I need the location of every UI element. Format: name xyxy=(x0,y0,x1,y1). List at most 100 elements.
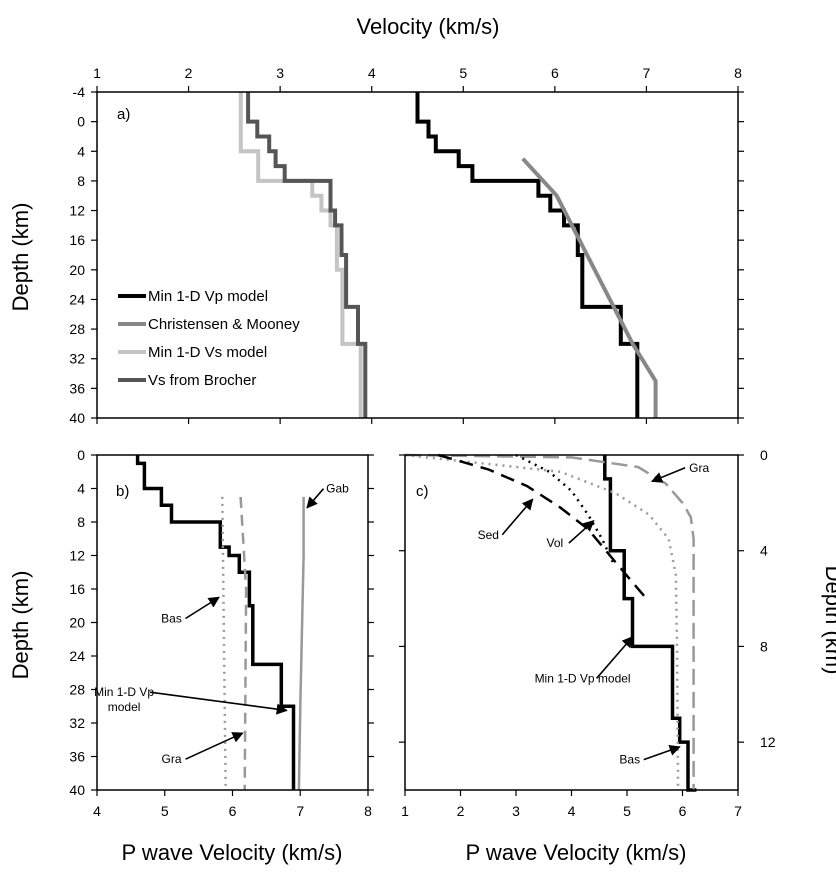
legend-entry: Christensen & Mooney xyxy=(148,316,300,333)
panel-c-series-3 xyxy=(437,453,648,600)
panel-c-annotation: Min 1-D Vp model xyxy=(535,636,634,685)
panel-b-x-tick-label: 6 xyxy=(229,803,237,819)
panel-b-frame xyxy=(96,454,369,791)
panel-b-label: b) xyxy=(116,483,129,500)
panel-b-x-tick-label: 8 xyxy=(364,803,372,819)
panel-c-frame xyxy=(404,454,739,791)
panel-c-x-tick-label: 7 xyxy=(734,803,742,819)
panel-a-x-tick-label: 4 xyxy=(368,65,376,81)
panel-b-y-tick-label: 12 xyxy=(69,548,85,564)
panel-c-annotation: Sed xyxy=(478,498,534,542)
panel-b-x-tick-label: 5 xyxy=(161,803,169,819)
panel-c-x-tick-label: 2 xyxy=(457,803,465,819)
panel-b-x-tick-label: 7 xyxy=(296,803,304,819)
panel-b-annotation-label: model xyxy=(108,700,141,714)
legend: Min 1-D Vp model Christensen & Mooney Min … xyxy=(118,288,300,389)
panel-a-y-tick-label: 40 xyxy=(69,410,85,426)
panel-b-series-2 xyxy=(239,496,248,791)
panel-c-annotation-arrow xyxy=(643,745,681,761)
panel-a-y-tick-label: 16 xyxy=(69,232,85,248)
panel-c-annotation-label: Sed xyxy=(478,528,499,542)
panel-c-y-tick-label: 12 xyxy=(760,734,776,750)
panel-a-y-tick-label: 8 xyxy=(77,173,85,189)
panel-b-annotation-label: Min 1-D Vp xyxy=(94,685,154,699)
panel-b-y-tick-label: 24 xyxy=(69,648,85,664)
panel-b: P wave Velocity (km/s) Depth (km) b) xyxy=(8,483,342,865)
panel-b-y-tick-label: 28 xyxy=(69,682,85,698)
panel-b-annotation-arrow xyxy=(185,596,220,620)
panel-a-series-1 xyxy=(521,157,658,418)
panel-b-x-tick-label: 4 xyxy=(93,803,101,819)
panel-c-annotation-arrow xyxy=(501,498,534,536)
panel-c-x-tick-label: 4 xyxy=(568,803,576,819)
panel-a-frame xyxy=(96,91,739,419)
panel-b-series-1 xyxy=(221,496,227,791)
panel-c-annotation-label: Bas xyxy=(619,753,640,767)
panel-c-annotation-label: Gra xyxy=(689,461,709,475)
panel-c-annotation: Bas xyxy=(619,745,681,767)
panel-a-y-tick-label: 28 xyxy=(69,321,85,337)
panel-b-annotation-arrow xyxy=(149,691,288,715)
panel-b-y-tick-label: 36 xyxy=(69,749,85,765)
panel-c-x-tick-label: 6 xyxy=(679,803,687,819)
panel-c-series-4 xyxy=(515,453,615,564)
panel-c-series-2 xyxy=(404,453,680,791)
panel-a-y-tick-label: 0 xyxy=(77,114,85,130)
panel-c-annotation-arrow xyxy=(650,467,686,483)
panel-a-x-tick-label: 3 xyxy=(276,65,284,81)
panel-b-annotation: Bas xyxy=(161,596,220,626)
panel-c-x-tick-label: 5 xyxy=(623,803,631,819)
panel-c-x-tick-label: 3 xyxy=(512,803,520,819)
panel-a-x-tick-label: 2 xyxy=(185,65,193,81)
panel-c-label: c) xyxy=(416,483,429,500)
panel-b-y-tick-label: 32 xyxy=(69,715,85,731)
legend-entry: Min 1-D Vp model xyxy=(148,288,268,305)
panel-b-annotation-label: Gab xyxy=(326,482,349,496)
panel-c-annotation: Vol xyxy=(547,520,595,550)
panel-a-y-tick-label: 32 xyxy=(69,351,85,367)
panel-c-y-axis-title: Depth (km) xyxy=(821,566,836,675)
panel-b-annotation: Gra xyxy=(162,732,244,766)
panel-b-annotation-arrow xyxy=(306,488,325,509)
panel-a-y-tick-label: -4 xyxy=(73,84,86,100)
panel-c-x-axis-title: P wave Velocity (km/s) xyxy=(466,840,687,865)
panel-b-y-tick-label: 4 xyxy=(77,481,85,497)
panel-a-y-tick-label: 20 xyxy=(69,262,85,278)
panel-b-annotation-label: Bas xyxy=(161,612,182,626)
panel-a-x-tick-label: 1 xyxy=(93,65,101,81)
panel-b-series-0 xyxy=(135,455,296,790)
panel-b-y-tick-label: 8 xyxy=(77,514,85,530)
panel-c-y-tick-label: 4 xyxy=(760,543,768,559)
panel-c-y-tick-label: 0 xyxy=(760,447,768,463)
panel-b-y-tick-label: 40 xyxy=(69,782,85,798)
panel-a-x-tick-label: 7 xyxy=(643,65,651,81)
panel-c-y-tick-label: 8 xyxy=(760,638,768,654)
panel-b-x-axis-title: P wave Velocity (km/s) xyxy=(122,840,343,865)
panel-a-series-0 xyxy=(415,92,640,418)
panel-b-y-axis-title: Depth (km) xyxy=(8,571,33,680)
panel-c-annotation-arrow xyxy=(595,636,634,679)
panel-a-y-axis-title: Depth (km) xyxy=(8,203,33,312)
panel-a: Velocity (km/s) Depth (km) a) xyxy=(8,14,500,311)
panel-a-y-tick-label: 36 xyxy=(69,380,85,396)
panel-c-series-1 xyxy=(404,453,695,790)
panel-b-y-tick-label: 16 xyxy=(69,581,85,597)
panel-a-series-2 xyxy=(238,92,363,418)
panel-b-annotation-label: Gra xyxy=(162,752,182,766)
panel-c: P wave Velocity (km/s) Depth (km) c) xyxy=(416,483,836,865)
panel-a-x-tick-label: 6 xyxy=(551,65,559,81)
panel-a-series-3 xyxy=(246,92,368,418)
panel-c-annotation: Gra xyxy=(650,461,709,483)
panel-b-plot: 4 5 6 7 8 0 4 8 12 16 20 24 28 32 36 40 Gab Bas Min 1-D Vp… xyxy=(69,447,374,819)
panel-a-top-axis-title: Velocity (km/s) xyxy=(356,14,499,39)
panel-a-y-tick-label: 12 xyxy=(69,203,85,219)
panel-c-x-tick-label: 1 xyxy=(401,803,409,819)
panel-a-x-tick-label: 5 xyxy=(459,65,467,81)
panel-b-y-tick-label: 0 xyxy=(77,447,85,463)
panel-c-annotation-label: Min 1-D Vp model xyxy=(535,671,631,685)
panel-a-label: a) xyxy=(117,106,130,123)
